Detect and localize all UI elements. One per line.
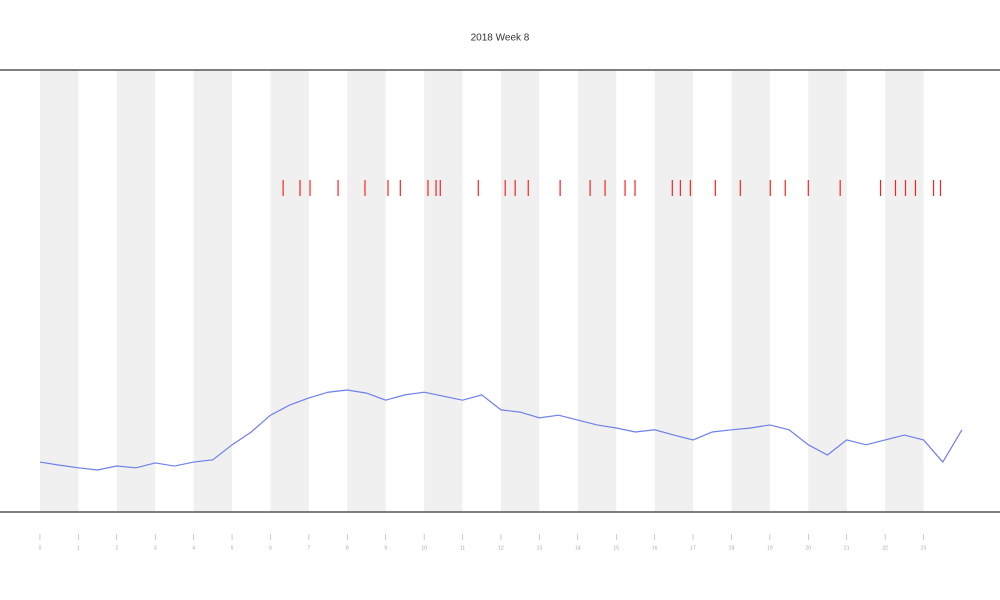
band (731, 70, 770, 512)
x-tick-label: 5 (231, 545, 234, 551)
band (270, 70, 309, 512)
x-tick-label: 0 (39, 545, 42, 551)
x-tick-label: 10 (421, 545, 427, 551)
x-tick-label: 11 (460, 545, 465, 551)
x-tick-label: 13 (537, 545, 543, 551)
x-tick-label: 3 (154, 545, 157, 551)
band (654, 70, 694, 512)
x-tick-label: 12 (498, 545, 504, 551)
series-line (39, 389, 963, 471)
x-tick-label: 15 (613, 545, 619, 551)
x-tick-label: 1 (77, 545, 80, 551)
chart-title: 2018 Week 8 (471, 33, 530, 44)
x-tick-label: 7 (307, 545, 310, 551)
band (347, 70, 386, 512)
band (885, 70, 924, 512)
x-tick-label: 2 (115, 545, 118, 551)
x-tick-label: 8 (346, 545, 349, 551)
band (500, 70, 540, 512)
band (577, 70, 617, 512)
x-tick-label: 20 (806, 545, 812, 551)
x-tick-label: 21 (844, 545, 850, 551)
x-tick-label: 18 (729, 545, 735, 551)
x-tick-label: 16 (652, 545, 658, 551)
band (39, 70, 79, 512)
band (116, 70, 156, 512)
x-tick-label: 4 (192, 545, 195, 551)
band (193, 70, 233, 512)
band (424, 70, 463, 512)
x-tick-label: 17 (690, 545, 696, 551)
x-tick-label: 23 (921, 545, 927, 551)
band (808, 70, 847, 512)
x-tick-label: 19 (767, 545, 773, 551)
x-tick-label: 9 (384, 545, 387, 551)
x-tick-label: 14 (575, 545, 581, 551)
x-tick-label: 6 (269, 545, 272, 551)
x-tick-label: 22 (882, 545, 888, 551)
